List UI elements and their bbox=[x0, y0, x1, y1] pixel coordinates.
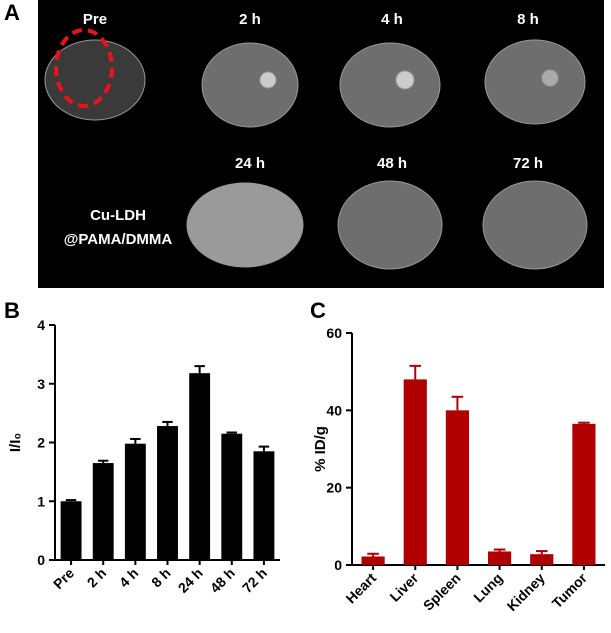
x-tick-label: 24 h bbox=[175, 565, 206, 596]
bar bbox=[253, 451, 275, 560]
y-tick-label: 0 bbox=[334, 557, 342, 573]
image-label: 48 h bbox=[377, 155, 407, 172]
bar bbox=[487, 551, 512, 565]
agent-label: Cu-LDH bbox=[90, 207, 146, 224]
y-tick-label: 1 bbox=[37, 493, 45, 509]
image-label: 2 h bbox=[239, 11, 261, 28]
y-axis-label: % ID/g bbox=[312, 426, 329, 472]
bar bbox=[92, 463, 114, 560]
x-tick-label: Heart bbox=[343, 570, 380, 607]
x-tick-label: Tumor bbox=[549, 569, 591, 611]
panel-label: C bbox=[310, 298, 326, 323]
y-tick-label: 60 bbox=[326, 325, 342, 341]
x-tick-label: Pre bbox=[50, 565, 77, 592]
y-axis-label: I/I₀ bbox=[7, 433, 24, 452]
bar bbox=[403, 379, 427, 565]
y-tick-label: 0 bbox=[37, 552, 45, 568]
y-tick-label: 20 bbox=[326, 480, 342, 496]
image-label: 72 h bbox=[513, 155, 543, 172]
y-tick-label: 4 bbox=[37, 317, 45, 333]
x-tick-label: 48 h bbox=[207, 565, 238, 596]
image-label: 24 h bbox=[235, 155, 265, 172]
y-tick-label: 3 bbox=[37, 376, 45, 392]
bar bbox=[189, 373, 211, 560]
bar bbox=[221, 433, 243, 560]
image-label: 8 h bbox=[517, 11, 539, 28]
panel-label: A bbox=[4, 0, 20, 25]
agent-label: @PAMA/DMMA bbox=[64, 231, 173, 248]
bar bbox=[445, 410, 470, 565]
x-tick-label: 4 h bbox=[116, 565, 142, 591]
bar bbox=[124, 443, 146, 560]
bar bbox=[60, 501, 82, 560]
image-label: Pre bbox=[83, 11, 107, 28]
x-tick-label: Lung bbox=[470, 570, 506, 606]
panel-label: B bbox=[4, 298, 20, 323]
x-tick-label: Kidney bbox=[504, 570, 548, 614]
bar bbox=[157, 426, 178, 560]
bar bbox=[530, 554, 554, 565]
x-tick-label: 8 h bbox=[148, 565, 174, 591]
tumor-outline bbox=[54, 28, 114, 108]
bar bbox=[572, 423, 596, 565]
x-tick-label: 72 h bbox=[239, 565, 270, 596]
x-tick-label: Spleen bbox=[420, 570, 464, 614]
y-tick-label: 40 bbox=[326, 402, 342, 418]
bar bbox=[361, 556, 385, 565]
image-label: 4 h bbox=[381, 11, 403, 28]
x-tick-label: 2 h bbox=[84, 565, 110, 591]
y-tick-label: 2 bbox=[37, 435, 45, 451]
x-tick-label: Liver bbox=[386, 569, 421, 604]
mri-images bbox=[44, 39, 588, 270]
